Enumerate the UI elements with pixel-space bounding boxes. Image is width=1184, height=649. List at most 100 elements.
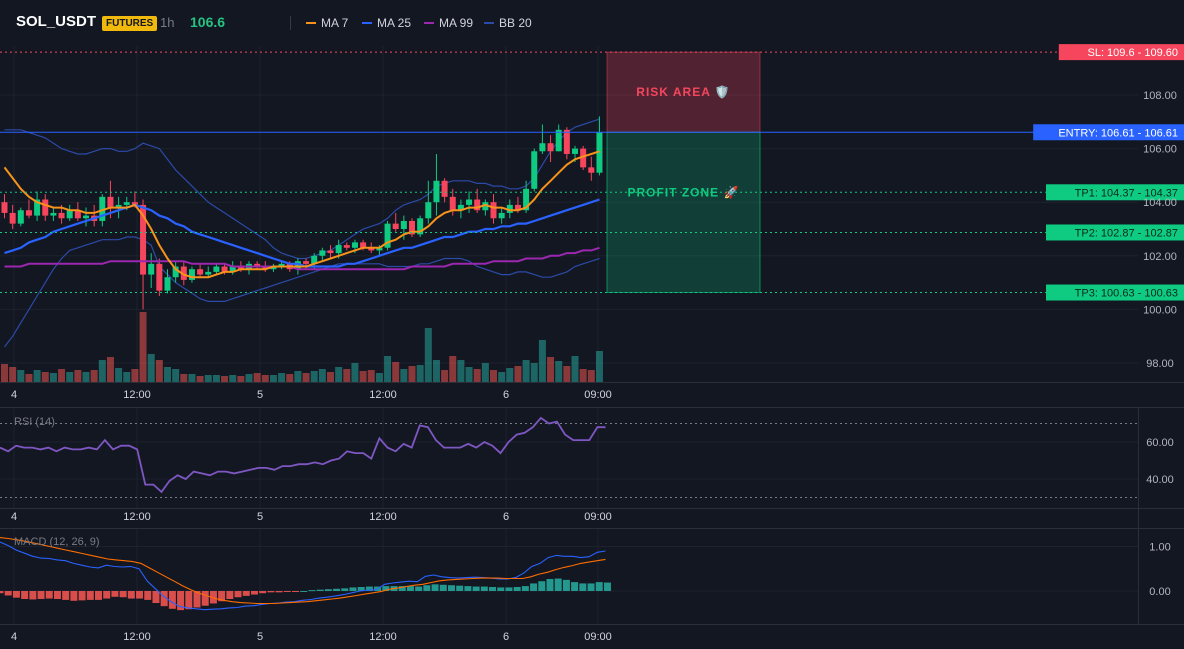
macd-histogram-bar: [513, 586, 521, 591]
candle-body: [1, 202, 8, 213]
candle-body: [409, 220, 415, 235]
volume-bar: [147, 354, 155, 382]
time-tick-label: 12:00: [123, 389, 151, 401]
macd-histogram-bar: [62, 591, 70, 600]
volume-bar: [367, 370, 375, 382]
macd-histogram-bar: [292, 591, 300, 592]
volume-bar: [41, 372, 49, 382]
volume-bar: [204, 375, 212, 382]
macd-histogram-bar: [316, 589, 324, 591]
bb-lower-line: [4, 236, 600, 348]
grid-layer: [0, 46, 1184, 625]
candle-body: [197, 269, 204, 275]
macd-histogram-bar: [259, 591, 267, 594]
legend-ma7[interactable]: MA 7: [306, 14, 348, 32]
legend-bb20[interactable]: BB 20: [484, 14, 532, 32]
macd-histogram-bar: [595, 582, 603, 591]
macd-histogram-bar: [111, 591, 119, 597]
macd-histogram-bar: [283, 591, 291, 592]
candle-body: [237, 266, 244, 270]
time-tick-label: 6: [503, 511, 509, 523]
volume-bar: [538, 340, 546, 382]
time-tick-label: 09:00: [584, 389, 612, 401]
legend-ma25[interactable]: MA 25: [362, 14, 411, 32]
macd-histogram-bar: [333, 588, 341, 591]
time-tick-label: 5: [257, 389, 263, 401]
candle-body: [547, 143, 554, 152]
candle-body: [254, 263, 261, 267]
volume-bar: [547, 357, 555, 382]
rsi-tick-label: 40.00: [1146, 474, 1174, 486]
time-tick-label: 4: [11, 389, 17, 401]
macd-histogram-bar: [160, 591, 168, 607]
macd-histogram-bar: [136, 591, 144, 599]
candle-body: [335, 245, 342, 254]
volume-bar: [253, 373, 261, 382]
macd-histogram-bar: [70, 591, 78, 601]
volume-bar: [188, 374, 196, 382]
volume-bar: [9, 367, 17, 382]
candle-body: [83, 215, 89, 219]
tp-price-label: TP3: 100.63 - 100.63: [1075, 288, 1178, 300]
price-tick-label: 108.00: [1143, 90, 1177, 102]
volume-bar: [229, 375, 237, 382]
header-divider: [290, 16, 291, 30]
ma7-swatch: [306, 21, 316, 24]
candle-body: [42, 199, 49, 216]
time-tick-label: 09:00: [584, 511, 612, 523]
time-tick-label: 12:00: [123, 511, 151, 523]
time-tick-label: 12:00: [123, 631, 151, 643]
candle-body: [294, 261, 301, 270]
macd-histogram-bar: [78, 591, 86, 601]
macd-histogram-bar: [562, 579, 570, 591]
candle-body: [58, 212, 65, 219]
macd-histogram-bar: [571, 582, 579, 591]
candle-body: [360, 242, 367, 248]
legend-ma99[interactable]: MA 99: [424, 14, 473, 32]
candle-body: [433, 180, 440, 203]
volume-bar: [261, 375, 269, 382]
candle-body: [188, 269, 195, 280]
volume-bar: [359, 371, 367, 382]
macd-histogram-bar: [242, 591, 250, 596]
macd-histogram-bar: [37, 591, 45, 600]
volume-bar: [530, 363, 538, 382]
macd-histogram-bar: [152, 591, 160, 604]
sl-price-tag: [1058, 44, 1184, 61]
candle-body: [417, 218, 424, 235]
candle-body: [172, 266, 179, 278]
timeframe-selector[interactable]: 1h: [160, 15, 175, 30]
macd-pane: MACD (12, 26, 9): [0, 536, 611, 611]
volume-layer: [1, 312, 603, 382]
symbol-label[interactable]: SOL_USDT: [16, 13, 97, 30]
volume-bar: [221, 376, 229, 382]
candle-body: [425, 202, 432, 219]
volume-bar: [180, 374, 188, 382]
macd-histogram-bar: [234, 591, 242, 598]
candle-body: [123, 202, 130, 205]
macd-histogram-bar: [603, 582, 611, 591]
volume-bar: [286, 374, 294, 382]
candle-body: [498, 212, 505, 219]
volume-bar: [172, 369, 180, 382]
time-tick-label: 12:00: [369, 631, 397, 643]
volume-bar: [506, 368, 514, 382]
tp-price-label: TP2: 102.87 - 102.87: [1075, 227, 1178, 239]
time-tick-label: 6: [503, 389, 509, 401]
ma25-line: [4, 198, 600, 268]
candle-body: [50, 212, 57, 216]
volume-bar: [432, 360, 440, 382]
macd-histogram-bar: [530, 583, 538, 591]
volume-bar: [155, 360, 163, 382]
risk-area-box: [606, 51, 761, 133]
volume-bar: [278, 373, 286, 382]
volume-bar: [514, 366, 522, 382]
volume-bar: [294, 371, 302, 382]
candle-body: [148, 263, 155, 275]
volume-bar: [164, 367, 171, 382]
risk-area-label: RISK AREA 🛡️: [636, 85, 730, 99]
macd-histogram-bar: [275, 591, 283, 593]
rsi-pane: RSI (14): [0, 416, 1138, 498]
macd-histogram-bar: [300, 591, 308, 592]
